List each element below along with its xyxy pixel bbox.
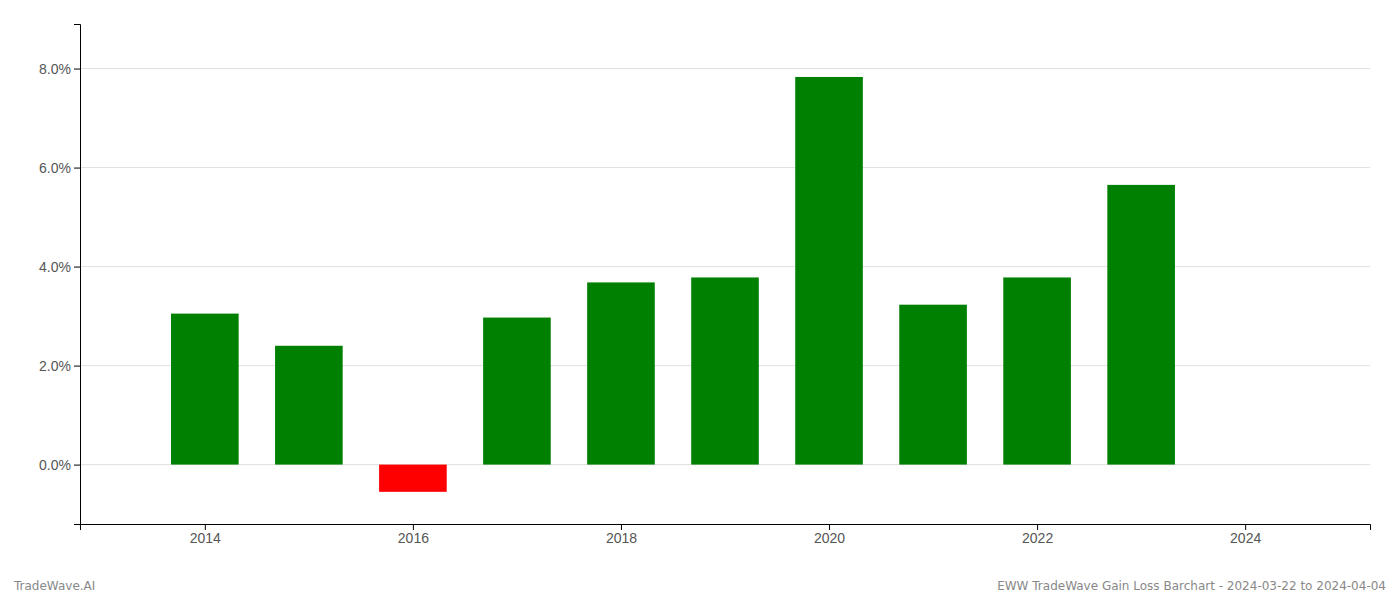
x-tick-label: 2014	[190, 530, 221, 546]
y-tick: 0.0%	[39, 457, 80, 473]
x-tick: 2016	[398, 524, 429, 546]
y-axis-line	[74, 25, 81, 525]
bar	[691, 277, 759, 464]
x-tick: 2022	[1022, 524, 1053, 546]
footer: TradeWave.AI EWW TradeWave Gain Loss Barc…	[13, 579, 1386, 593]
bar	[1107, 185, 1175, 465]
y-tick-label: 0.0%	[39, 457, 71, 473]
x-tick-label: 2022	[1022, 530, 1053, 546]
x-tick-label: 2018	[606, 530, 637, 546]
y-tick: 4.0%	[39, 259, 80, 275]
x-axis: 2014 2016 2018 2020 2022 2024	[81, 524, 1371, 546]
bar	[379, 465, 447, 492]
bar	[1003, 277, 1071, 464]
y-tick: 2.0%	[39, 358, 80, 374]
y-tick: 8.0%	[39, 61, 80, 77]
bar	[483, 318, 551, 465]
bars	[171, 77, 1175, 492]
bar	[795, 77, 863, 465]
bar	[587, 282, 655, 464]
footer-left: TradeWave.AI	[13, 579, 95, 593]
y-tick-mark	[74, 366, 80, 367]
y-tick-label: 4.0%	[39, 259, 71, 275]
y-tick-mark	[74, 465, 80, 466]
x-tick: 2020	[814, 524, 845, 546]
y-tick-label: 6.0%	[39, 160, 71, 176]
footer-right: EWW TradeWave Gain Loss Barchart - 2024-…	[997, 579, 1386, 593]
y-tick-mark	[74, 267, 80, 268]
chart: 2014 2016 2018 2020 2022 2024 0.0% 2.0% 4.0% 6.0%…	[0, 0, 1400, 600]
bar	[171, 314, 239, 465]
y-tick-mark	[74, 69, 80, 70]
bar	[275, 346, 343, 465]
grid-line	[80, 266, 1370, 267]
y-tick: 6.0%	[39, 160, 80, 176]
grid-line	[80, 68, 1370, 69]
x-tick: 2018	[606, 524, 637, 546]
x-tick: 2014	[190, 524, 221, 546]
grid	[80, 69, 1370, 465]
grid-line	[80, 167, 1370, 168]
y-tick-mark	[74, 168, 80, 169]
x-tick-label: 2020	[814, 530, 845, 546]
y-tick-label: 2.0%	[39, 358, 71, 374]
x-axis-line	[81, 525, 1371, 531]
x-tick: 2024	[1230, 524, 1261, 546]
y-axis: 0.0% 2.0% 4.0% 6.0% 8.0%	[39, 25, 80, 525]
bar	[899, 305, 967, 465]
x-tick-label: 2016	[398, 530, 429, 546]
x-tick-label: 2024	[1230, 530, 1261, 546]
y-tick-label: 8.0%	[39, 61, 71, 77]
